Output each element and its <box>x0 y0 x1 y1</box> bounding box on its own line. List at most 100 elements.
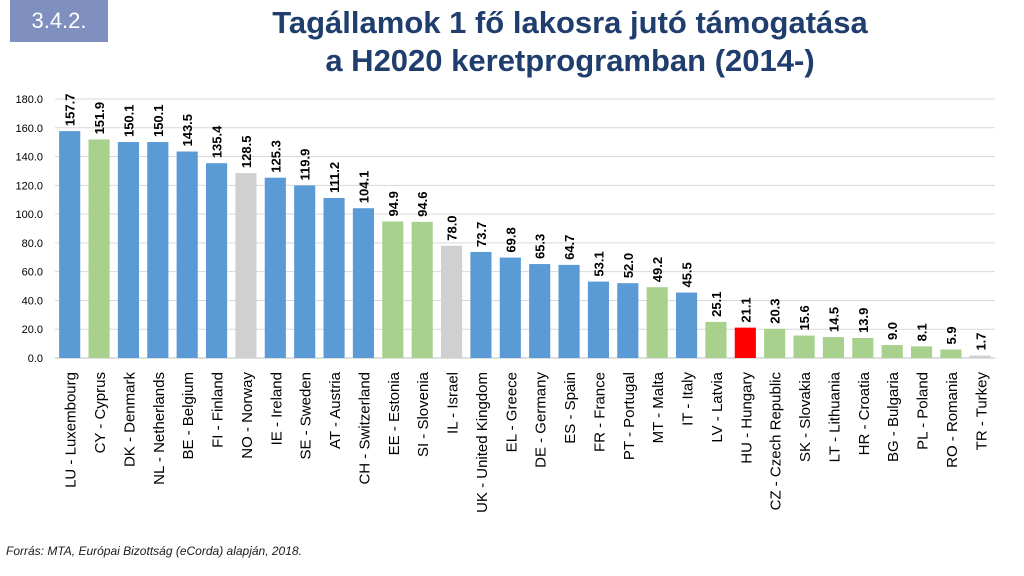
x-tick-label: TR - Turkey <box>973 372 990 451</box>
bar <box>205 163 228 358</box>
x-tick-label: ES - Spain <box>562 372 579 444</box>
x-tick-label: EE - Estonia <box>386 371 403 455</box>
bar <box>470 251 492 358</box>
bar-chart: 0.0 20.0 40.0 60.0 80.0 100.0 120.0 140.0 160.0 1… <box>15 94 995 513</box>
x-tick-label: SK - Slovakia <box>797 371 814 462</box>
bar <box>793 335 815 358</box>
data-label: 49.2 <box>650 257 665 282</box>
y-tick-label: 40.0 <box>22 295 43 307</box>
x-tick-label: CH - Switzerland <box>356 372 373 485</box>
x-tick-label: FI - Finland <box>210 372 227 448</box>
x-tick-label: BE - Belgium <box>180 372 197 460</box>
bar <box>294 185 316 358</box>
data-label: 14.5 <box>826 307 841 332</box>
data-label: 150.1 <box>151 104 166 137</box>
y-tick-label: 160.0 <box>15 123 43 135</box>
bar <box>558 264 580 358</box>
data-label: 135.4 <box>210 125 225 158</box>
data-label: 25.1 <box>709 292 724 317</box>
bar <box>352 208 375 358</box>
data-label: 1.7 <box>973 332 988 350</box>
x-tick-label: AT - Austria <box>327 371 344 449</box>
y-tick-label: 140.0 <box>15 152 43 164</box>
y-tick-label: 20.0 <box>22 324 43 336</box>
x-tick-label: HR - Croatia <box>856 371 873 455</box>
x-tick-label: RO - Romania <box>944 371 961 468</box>
x-tick-label: MT - Malta <box>650 371 667 443</box>
bar <box>969 355 991 358</box>
bar <box>675 292 698 358</box>
x-tick-label: LU - Luxembourg <box>63 372 80 488</box>
x-tick-label: DK - Denmark <box>121 372 138 468</box>
data-label: 94.6 <box>415 192 430 217</box>
chart-title-line-2: a H2020 keretprogramban (2014-) <box>325 43 815 78</box>
bar <box>529 264 551 358</box>
bar <box>264 177 286 358</box>
data-label: 8.1 <box>915 323 930 341</box>
y-tick-label: 0.0 <box>28 353 43 365</box>
bar <box>323 197 345 358</box>
bar <box>940 349 962 358</box>
x-tick-label: LT - Lithuania <box>826 371 843 462</box>
x-tick-label: CZ - Czech Republic <box>768 372 785 511</box>
bar <box>910 346 933 358</box>
chart-title: Tagállamok 1 fő lakosra jutó támogatása … <box>150 4 990 80</box>
data-label: 78.0 <box>445 215 460 240</box>
bar <box>617 283 639 358</box>
data-label: 119.9 <box>298 149 313 181</box>
x-tick-label: IE - Ireland <box>268 372 285 445</box>
bar <box>88 139 110 358</box>
bar <box>411 221 433 358</box>
section-badge: 3.4.2. <box>10 0 108 42</box>
data-label: 15.6 <box>797 305 812 330</box>
y-tick-label: 80.0 <box>22 238 43 250</box>
y-tick-label: 100.0 <box>15 209 43 221</box>
x-tick-label: FR - France <box>591 372 608 452</box>
data-label: 69.8 <box>503 227 518 252</box>
chart-title-line-1: Tagállamok 1 fő lakosra jutó támogatása <box>272 5 868 40</box>
data-label: 73.7 <box>474 222 489 247</box>
x-tick-label: DE - Germany <box>533 372 550 468</box>
y-tick-label: 120.0 <box>15 180 43 192</box>
source-note: Forrás: MTA, Európai Bizottság (eCorda) … <box>6 544 302 558</box>
bar <box>587 281 610 358</box>
x-tick-label: BG - Bulgaria <box>885 371 902 462</box>
data-label: 151.9 <box>92 102 107 135</box>
data-label: 5.9 <box>944 326 959 344</box>
data-label: 9.0 <box>885 322 900 340</box>
data-label: 13.9 <box>856 308 871 333</box>
x-tick-label: PL - Poland <box>915 372 932 450</box>
data-label: 157.7 <box>63 94 78 127</box>
x-tick-label: SI - Slovenia <box>415 371 432 457</box>
data-label: 45.5 <box>680 262 695 287</box>
data-label: 94.9 <box>386 191 401 216</box>
data-label: 64.7 <box>562 235 577 260</box>
data-label: 53.1 <box>591 251 606 276</box>
data-label: 104.1 <box>356 171 371 204</box>
bar <box>705 321 727 358</box>
x-tick-label: NL - Netherlands <box>151 372 168 485</box>
bar <box>382 221 404 358</box>
x-tick-label: CY - Cyprus <box>92 372 109 453</box>
data-label: 128.5 <box>239 136 254 169</box>
bar <box>176 151 198 358</box>
x-tick-label: PT - Portugal <box>621 372 638 460</box>
x-tick-label: LV - Latvia <box>709 371 726 442</box>
x-tick-label: NO - Norway <box>239 372 256 459</box>
bar <box>440 245 463 358</box>
bar <box>117 142 140 358</box>
data-label: 111.2 <box>327 162 342 193</box>
bar <box>147 142 169 358</box>
y-tick-label: 60.0 <box>22 267 43 279</box>
x-tick-label: HU - Hungary <box>738 372 755 464</box>
data-label: 125.3 <box>268 140 283 173</box>
data-label: 20.3 <box>768 298 783 323</box>
data-label: 21.1 <box>738 297 753 322</box>
bar <box>822 337 845 358</box>
data-label: 52.0 <box>621 253 636 278</box>
x-tick-label: EL - Greece <box>503 372 520 452</box>
data-label: 143.5 <box>180 114 195 147</box>
bar <box>852 337 874 358</box>
y-tick-label: 180.0 <box>15 94 43 106</box>
x-tick-label: IT - Italy <box>680 372 697 426</box>
